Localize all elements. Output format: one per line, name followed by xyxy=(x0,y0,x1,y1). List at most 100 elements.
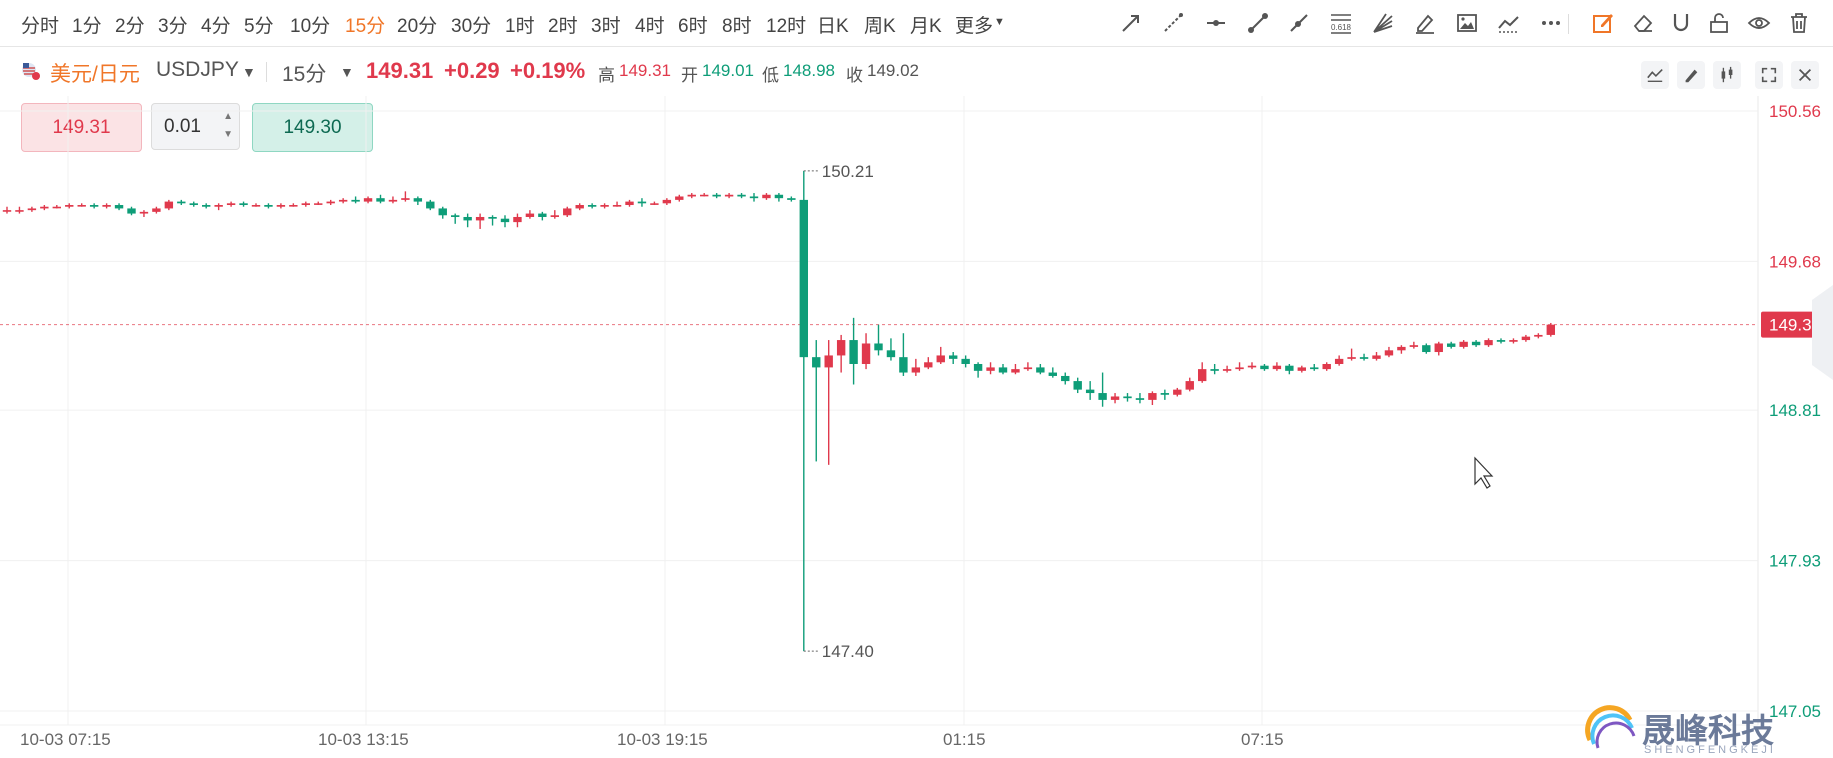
candle-type-button[interactable] xyxy=(1713,61,1741,89)
timeframe-7[interactable]: 15分 xyxy=(345,16,386,37)
candle-body xyxy=(164,201,174,209)
horizontal-line-icon[interactable] xyxy=(1203,10,1229,36)
more-dots-icon[interactable] xyxy=(1538,10,1564,36)
candle-body xyxy=(1297,367,1306,371)
eye-icon[interactable] xyxy=(1746,10,1772,36)
arrow-line-icon[interactable] xyxy=(1118,10,1144,36)
timeframe-4[interactable]: 4分 xyxy=(201,16,231,37)
candle-body xyxy=(1372,355,1381,359)
candle-body xyxy=(1247,365,1257,368)
fibonacci-icon[interactable]: 0.618 xyxy=(1328,10,1354,36)
candle-body xyxy=(1160,393,1170,395)
timeframe-14[interactable]: 6时 xyxy=(678,16,708,37)
candle-body xyxy=(1334,358,1344,364)
x-tick-label: 10-03 13:15 xyxy=(318,730,409,749)
low-label: 低 xyxy=(762,66,779,85)
candle-body xyxy=(289,205,298,207)
candle-body xyxy=(1459,341,1468,347)
candle-body xyxy=(276,205,286,207)
timeframe-12[interactable]: 3时 xyxy=(591,16,621,37)
interval-label[interactable]: 15分 xyxy=(282,63,327,86)
timeframe-9[interactable]: 30分 xyxy=(451,16,492,37)
segment-line-icon[interactable] xyxy=(1245,10,1271,36)
timeframe-6[interactable]: 10分 xyxy=(290,16,331,37)
candle-body xyxy=(1123,396,1132,399)
indicator-button[interactable] xyxy=(1641,61,1669,89)
timeframe-11[interactable]: 2时 xyxy=(548,16,578,37)
edit-icon[interactable] xyxy=(1590,10,1616,36)
timeframe-8[interactable]: 20分 xyxy=(397,16,438,37)
candle-body xyxy=(749,196,759,199)
price-change: +0.29 xyxy=(444,58,500,83)
dashed-line-icon[interactable] xyxy=(1160,10,1186,36)
timeframe-2[interactable]: 2分 xyxy=(115,16,145,37)
timeframe-3[interactable]: 3分 xyxy=(158,16,188,37)
candle-body xyxy=(1185,381,1194,390)
toolbar-divider xyxy=(1568,14,1569,34)
candle-body xyxy=(177,201,186,204)
candle-body xyxy=(388,199,398,202)
chevron-down-icon[interactable]: ▼ xyxy=(242,64,256,80)
candle-body xyxy=(787,198,796,200)
more-chevron-icon[interactable]: ▼ xyxy=(994,16,1005,28)
candle-body xyxy=(1148,393,1157,400)
trash-icon[interactable] xyxy=(1786,10,1812,36)
timeframe-5[interactable]: 5分 xyxy=(244,16,274,37)
stepper-icon[interactable]: ▲ ▼ xyxy=(223,111,233,140)
pair-name[interactable]: 美元/日元 xyxy=(50,63,140,86)
candle-body xyxy=(662,199,672,204)
candle-body xyxy=(1073,381,1082,390)
fibonacci-label: 0.618 xyxy=(1331,23,1352,32)
timeframe-17[interactable]: 日K xyxy=(817,16,849,37)
logo-icon xyxy=(1585,705,1636,749)
min-price-label: 147.40 xyxy=(822,642,874,661)
candle-body xyxy=(687,194,696,197)
candle-body xyxy=(363,198,373,202)
pencil-icon[interactable] xyxy=(1412,10,1438,36)
timeframe-1[interactable]: 1分 xyxy=(72,16,102,37)
candle-body xyxy=(625,201,634,206)
candle-body xyxy=(637,201,647,204)
timeframe-15[interactable]: 8时 xyxy=(722,16,752,37)
timeframe-19[interactable]: 月K xyxy=(910,16,942,37)
lock-icon[interactable] xyxy=(1706,10,1732,36)
ray-line-icon[interactable] xyxy=(1286,10,1312,36)
x-tick-label: 07:15 xyxy=(1241,730,1284,749)
candle-body xyxy=(1260,365,1269,370)
candle-body xyxy=(1085,389,1095,394)
candle-body xyxy=(812,357,821,368)
close-icon[interactable] xyxy=(1791,61,1819,89)
candle-body xyxy=(488,216,497,219)
candle-body xyxy=(202,205,211,207)
candle-body xyxy=(1173,389,1182,395)
fullscreen-button[interactable] xyxy=(1755,61,1783,89)
image-icon[interactable] xyxy=(1454,10,1480,36)
fan-icon[interactable] xyxy=(1370,10,1396,36)
timeframe-0[interactable]: 分时 xyxy=(21,16,60,37)
info-divider xyxy=(266,62,267,82)
timeframe-20[interactable]: 更多 xyxy=(955,16,994,37)
symbol-code[interactable]: USDJPY xyxy=(156,58,239,81)
eraser-icon[interactable] xyxy=(1630,10,1656,36)
chevron-down-icon[interactable]: ▼ xyxy=(340,64,354,80)
candle-body xyxy=(600,205,609,207)
timeframe-18[interactable]: 周K xyxy=(864,16,896,37)
candle-body xyxy=(1409,345,1419,347)
candle-body xyxy=(475,216,485,221)
candle-body xyxy=(924,362,933,368)
timeframe-13[interactable]: 4时 xyxy=(635,16,665,37)
candle-body xyxy=(1036,367,1045,373)
candle-body xyxy=(774,194,784,199)
trend-icon[interactable] xyxy=(1496,10,1522,36)
x-tick-label: 10-03 19:15 xyxy=(617,730,708,749)
candle-body xyxy=(1359,357,1369,359)
candle-body xyxy=(1496,340,1506,342)
magnet-icon[interactable] xyxy=(1668,10,1694,36)
draw-button[interactable] xyxy=(1677,61,1705,89)
candle-body xyxy=(1322,363,1331,370)
candle-body xyxy=(886,350,896,358)
timeframe-10[interactable]: 1时 xyxy=(505,16,535,37)
timeframe-16[interactable]: 12时 xyxy=(766,16,807,37)
watermark-logo: 晟峰科技 SHENGFENGKEJI xyxy=(1580,700,1780,758)
